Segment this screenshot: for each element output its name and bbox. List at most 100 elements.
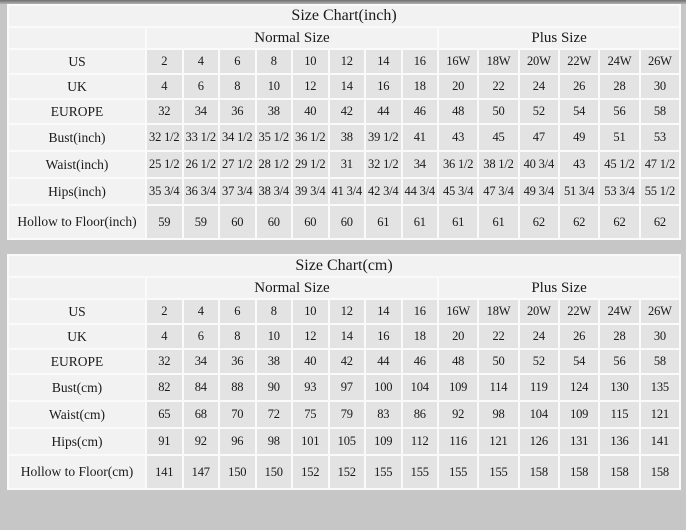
size-value-cell: 79 [327, 400, 366, 429]
size-value-cell: 4 [181, 48, 220, 75]
size-value-cell: 27 1/2 [218, 150, 257, 179]
size-value-cell: 90 [254, 373, 293, 402]
size-chart-cm-table: Size Chart(cm) Normal Size Plus Size US 2 4 6 8… [6, 254, 682, 490]
size-value-cell: 16 [400, 298, 439, 325]
size-value-cell: 32 1/2 [364, 150, 403, 179]
size-value-cell: 38 1/2 [477, 150, 520, 179]
size-value-cell: 18W [477, 48, 520, 75]
size-value-cell: 158 [598, 454, 641, 490]
column-group-header: Plus Size [436, 26, 682, 50]
table-row: Hips(cm) 91 92 96 98 101 105 109 112 116 121 126 131… [7, 427, 682, 456]
table-row: Waist(inch) 25 1/2 26 1/2 27 1/2 28 1/2 29 1/… [7, 150, 682, 179]
size-value-cell: 62 [638, 204, 682, 240]
size-value-cell: 34 1/2 [218, 123, 257, 152]
size-value-cell: 98 [254, 427, 293, 456]
size-value-cell: 42 [327, 98, 366, 125]
size-value-cell: 62 [598, 204, 641, 240]
table-row: Bust(cm) 82 84 88 90 93 97 100 104 109 114 119 124 13… [7, 373, 682, 402]
size-value-cell: 58 [638, 348, 682, 375]
size-value-cell: 12 [291, 323, 330, 350]
size-value-cell: 16 [400, 48, 439, 75]
size-value-cell: 14 [364, 48, 403, 75]
size-value-cell: 54 [557, 98, 601, 125]
size-value-cell: 16W [436, 48, 480, 75]
size-value-cell: 109 [364, 427, 403, 456]
table-row: US 2 4 6 8 10 12 14 16 16W 18W 20W 22W 24W 26W [7, 48, 682, 75]
size-value-cell: 152 [327, 454, 366, 490]
size-value-cell: 41 [400, 123, 439, 152]
size-value-cell: 2 [145, 298, 184, 325]
size-value-cell: 32 [145, 98, 184, 125]
size-value-cell: 36 3/4 [181, 177, 220, 206]
size-value-cell: 98 [477, 400, 520, 429]
size-value-cell: 155 [436, 454, 480, 490]
size-value-cell: 14 [327, 73, 366, 100]
size-value-cell: 6 [218, 298, 257, 325]
size-value-cell: 119 [517, 373, 560, 402]
table-row: Waist(cm) 65 68 70 72 75 79 83 86 92 98 104 109 115 12… [7, 400, 682, 429]
column-group-header: Normal Size [145, 26, 439, 50]
size-value-cell: 150 [254, 454, 293, 490]
size-value-cell: 158 [557, 454, 601, 490]
size-value-cell: 28 1/2 [254, 150, 293, 179]
size-value-cell: 155 [400, 454, 439, 490]
size-value-cell: 35 3/4 [145, 177, 184, 206]
size-value-cell: 8 [218, 73, 257, 100]
size-value-cell: 60 [218, 204, 257, 240]
size-value-cell: 53 [638, 123, 682, 152]
window-top-edge [0, 0, 686, 4]
size-value-cell: 26W [638, 298, 682, 325]
size-value-cell: 16W [436, 298, 480, 325]
size-value-cell: 8 [254, 298, 293, 325]
size-value-cell: 32 [145, 348, 184, 375]
row-label: Hollow to Floor(cm) [7, 454, 147, 490]
row-label: Hollow to Floor(inch) [7, 204, 147, 240]
size-value-cell: 28 [598, 323, 641, 350]
size-value-cell: 36 1/2 [291, 123, 330, 152]
size-value-cell: 105 [327, 427, 366, 456]
size-value-cell: 22W [557, 298, 601, 325]
size-value-cell: 59 [145, 204, 184, 240]
size-value-cell: 56 [598, 348, 641, 375]
size-value-cell: 65 [145, 400, 184, 429]
size-value-cell: 51 3/4 [557, 177, 601, 206]
size-value-cell: 38 [254, 348, 293, 375]
size-value-cell: 45 3/4 [436, 177, 480, 206]
size-value-cell: 50 [477, 98, 520, 125]
size-value-cell: 14 [364, 298, 403, 325]
size-value-cell: 26 [557, 73, 601, 100]
size-value-cell: 155 [477, 454, 520, 490]
size-value-cell: 141 [638, 427, 682, 456]
size-value-cell: 104 [400, 373, 439, 402]
size-value-cell: 124 [557, 373, 601, 402]
size-value-cell: 93 [291, 373, 330, 402]
size-value-cell: 2 [145, 48, 184, 75]
size-value-cell: 70 [218, 400, 257, 429]
size-value-cell: 43 [557, 150, 601, 179]
size-value-cell: 26 [557, 323, 601, 350]
column-group-header: Normal Size [145, 276, 439, 300]
size-value-cell: 62 [517, 204, 560, 240]
size-value-cell: 43 [436, 123, 480, 152]
size-value-cell: 100 [364, 373, 403, 402]
size-value-cell: 18 [400, 73, 439, 100]
size-value-cell: 115 [598, 400, 641, 429]
size-value-cell: 152 [291, 454, 330, 490]
size-value-cell: 40 [291, 98, 330, 125]
size-value-cell: 24W [598, 298, 641, 325]
size-value-cell: 8 [218, 323, 257, 350]
size-value-cell: 101 [291, 427, 330, 456]
size-value-cell: 6 [181, 323, 220, 350]
table-title: Size Chart(cm) [6, 254, 682, 278]
table-row: Bust(inch) 32 1/2 33 1/2 34 1/2 35 1/2 36 1/2… [7, 123, 682, 152]
size-value-cell: 46 [400, 98, 439, 125]
table-row: Hollow to Floor(cm) 141 147 150 150 152 152 155… [7, 454, 682, 490]
size-value-cell: 31 [327, 150, 366, 179]
size-value-cell: 82 [145, 373, 184, 402]
table-row: UK 4 6 8 10 12 14 16 18 20 22 24 26 28 30 [7, 323, 682, 350]
size-value-cell: 50 [477, 348, 520, 375]
size-value-cell: 20 [436, 323, 480, 350]
size-value-cell: 91 [145, 427, 184, 456]
size-value-cell: 16 [364, 323, 403, 350]
size-value-cell: 126 [517, 427, 560, 456]
